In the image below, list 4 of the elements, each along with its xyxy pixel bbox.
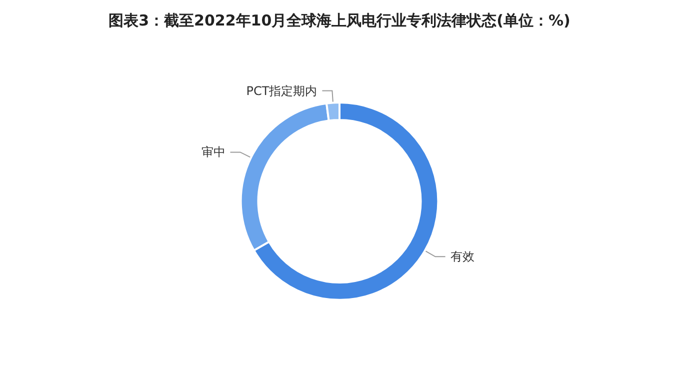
chart-title: 图表3：截至2022年10月全球海上风电行业专利法律状态(单位：%) — [108, 12, 570, 30]
slice-label: 审中 — [201, 145, 226, 160]
slice-label: PCT指定期内 — [246, 84, 318, 98]
slice-label: 有效 — [450, 250, 474, 264]
